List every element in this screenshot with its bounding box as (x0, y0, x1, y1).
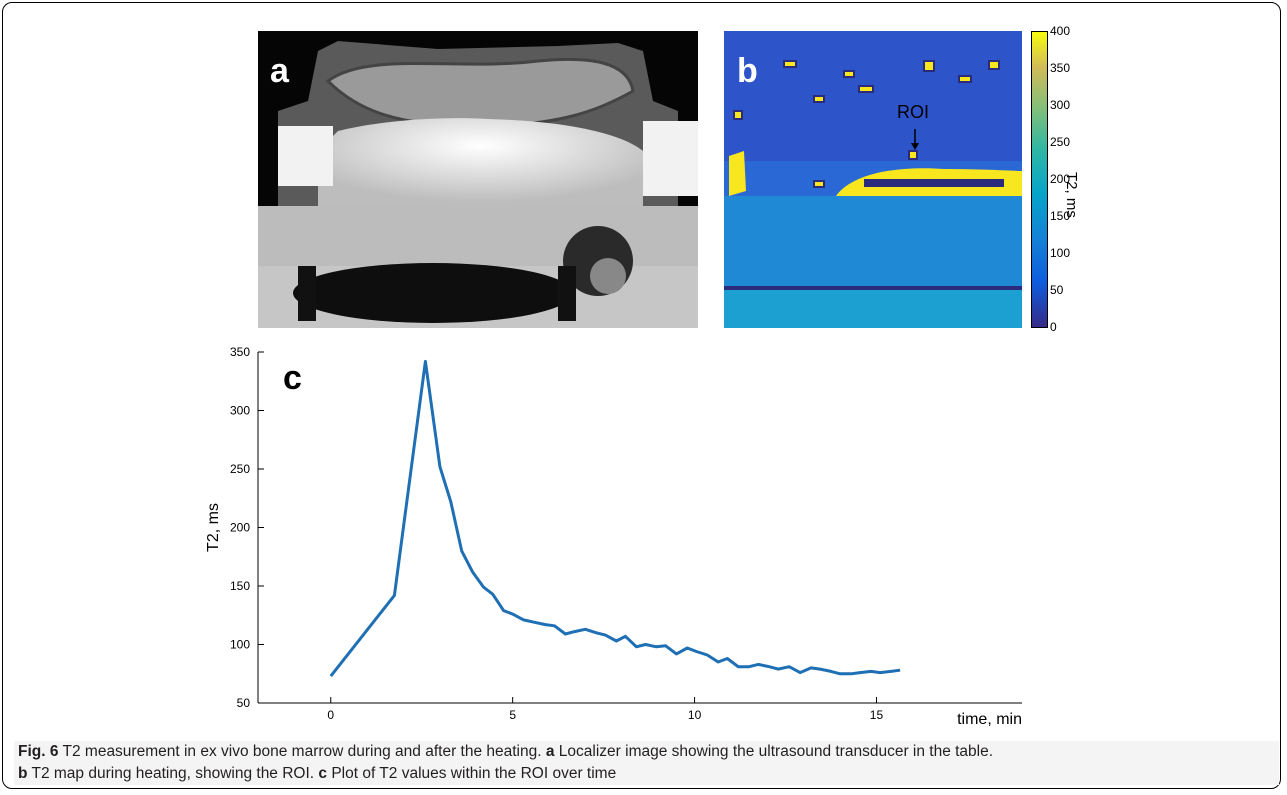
t2-map-image (724, 31, 1022, 328)
colorbar-tick: 200 (1050, 172, 1071, 186)
y-tick-label: 250 (230, 462, 250, 476)
t2-series-line (329, 359, 901, 678)
y-tick-label: 200 (230, 521, 250, 535)
colorbar-tick: 300 (1050, 98, 1071, 112)
panel-b-letter: b (737, 52, 758, 90)
y-tick-label: 300 (230, 404, 250, 418)
caption-b-label: b (18, 765, 28, 782)
panel-a-letter: a (270, 52, 289, 90)
colorbar-tick: 50 (1050, 283, 1064, 297)
x-tick-label: 5 (509, 708, 516, 722)
localizer-image (258, 31, 698, 328)
x-tick-label: 15 (870, 708, 884, 722)
caption-a-text: Localizer image showing the ultrasound t… (554, 743, 994, 760)
roi-label: ROI (897, 102, 930, 122)
caption-b-text: T2 map during heating, showing the ROI. (27, 765, 319, 782)
y-tick-label: 100 (230, 638, 250, 652)
colorbar-tick: 0 (1050, 320, 1057, 334)
caption-a-label: a (545, 743, 555, 760)
caption-c-label: c (318, 765, 328, 782)
panel-c-letter: c (283, 359, 302, 397)
y-axis-label: T2, ms (205, 503, 222, 552)
x-tick-label: 10 (688, 708, 702, 722)
caption-title: T2 measurement in ex vivo bone marrow du… (58, 743, 546, 760)
colorbar-tick: 250 (1050, 135, 1071, 149)
caption-c-text: Plot of T2 values within the ROI over ti… (327, 765, 617, 782)
t2-time-chart: c 50 100 150 200 250 300 350 0 5 10 15 time, min T2,… (205, 345, 1022, 728)
y-tick-label: 350 (230, 345, 250, 359)
y-tick-label: 150 (230, 579, 250, 593)
colorbar-tick: 100 (1050, 246, 1071, 260)
colorbar-tick: 400 (1050, 24, 1071, 38)
x-axis-label: time, min (957, 711, 1022, 728)
y-tick-label: 50 (237, 696, 251, 710)
colorbar-tick: 350 (1050, 61, 1071, 75)
x-tick-label: 0 (327, 708, 334, 722)
figure-caption: Fig. 6 T2 measurement in ex vivo bone ma… (14, 741, 1279, 785)
colorbar (1031, 31, 1048, 328)
caption-fig-label: Fig. 6 (18, 743, 59, 760)
colorbar-tick: 150 (1050, 209, 1071, 223)
